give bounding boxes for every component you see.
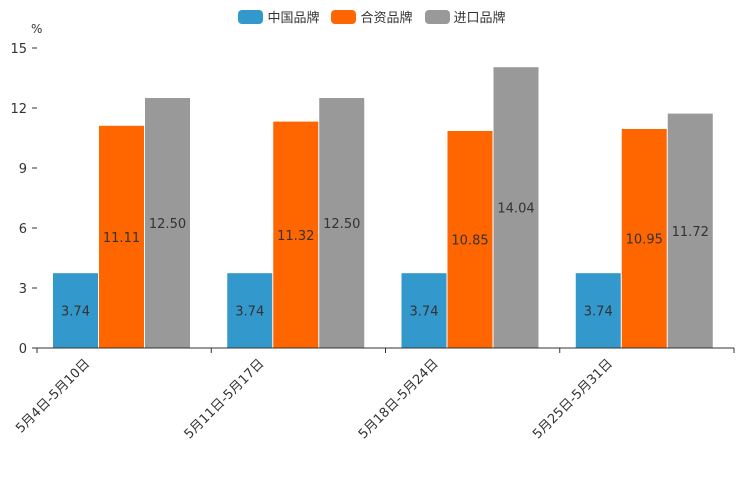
legend-item-china[interactable]: 中国品牌: [238, 7, 319, 26]
data-label-series0-cat1: 3.74: [235, 305, 264, 320]
bar-series1-cat2: [447, 131, 493, 348]
legend-item-imported[interactable]: 进口品牌: [424, 7, 506, 26]
y-tick-label-4: 12: [10, 102, 27, 117]
y-tick-label-0: 0: [19, 342, 27, 357]
bar-series0-cat3: [575, 273, 621, 348]
legend-label-china: 中国品牌: [267, 11, 320, 26]
bar-series2-cat3: [667, 113, 713, 348]
y-tick-label-3: 9: [19, 162, 27, 177]
data-label-series2-cat1: 12.50: [323, 217, 360, 232]
bar-series0-cat1: [227, 273, 273, 348]
bar-series1-cat3: [621, 129, 667, 348]
data-label-series1-cat1: 11.32: [277, 229, 314, 244]
data-label-series2-cat3: 11.72: [672, 225, 709, 240]
bar-series1-cat1: [273, 121, 319, 348]
legend-item-joint-venture[interactable]: 合资品牌: [331, 7, 413, 26]
x-tick-label-0: 5月4日-5月10日: [13, 356, 93, 436]
y-axis-unit: %: [31, 22, 43, 36]
bar-series2-cat2: [493, 67, 539, 348]
legend-swatch-china: [238, 9, 264, 24]
legend-swatch-imported: [424, 9, 450, 24]
bar-series0-cat2: [401, 273, 447, 348]
x-tick-label-2: 5月18日-5月24日: [356, 356, 442, 442]
data-label-series2-cat2: 14.04: [497, 202, 534, 217]
legend-swatch-joint-venture: [331, 9, 357, 24]
y-tick-label-5: 15: [10, 42, 27, 57]
legend-label-imported: 进口品牌: [453, 11, 506, 26]
x-tick-label-1: 5月11日-5月17日: [182, 356, 268, 442]
data-label-series1-cat0: 11.11: [103, 231, 140, 246]
bar-series2-cat0: [145, 98, 190, 348]
y-tick-label-2: 6: [19, 222, 27, 237]
x-tick-label-3: 5月25日-5月31日: [530, 356, 616, 442]
data-label-series1-cat3: 10.95: [626, 233, 663, 248]
data-label-series0-cat0: 3.74: [61, 305, 90, 320]
bar-series0-cat0: [53, 273, 98, 348]
bar-series1-cat0: [99, 125, 144, 348]
legend: 中国品牌 合资品牌 进口品牌: [0, 7, 744, 26]
data-label-series0-cat2: 3.74: [410, 305, 439, 320]
bar-series2-cat1: [319, 98, 365, 348]
data-label-series1-cat2: 10.85: [451, 234, 488, 249]
data-label-series0-cat3: 3.74: [584, 305, 613, 320]
y-tick-label-1: 3: [19, 282, 27, 297]
legend-label-joint-venture: 合资品牌: [360, 11, 413, 26]
data-label-series2-cat0: 12.50: [149, 217, 186, 232]
